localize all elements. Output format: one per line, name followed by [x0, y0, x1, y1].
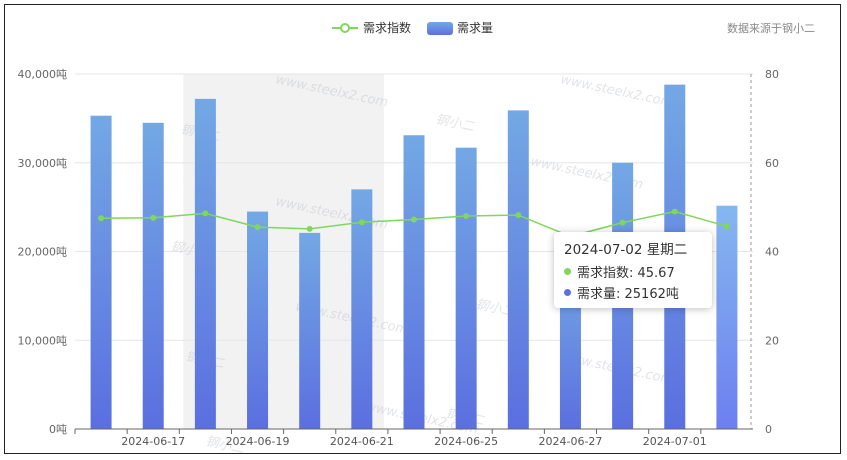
tooltip-row-bar: 需求量: 25162吨	[564, 283, 702, 302]
line-point[interactable]	[515, 212, 522, 219]
line-point[interactable]	[671, 208, 678, 215]
bar-demand-volume[interactable]	[90, 115, 112, 430]
bar-demand-volume[interactable]	[455, 147, 477, 429]
source-note: 数据来源于钢小二	[727, 21, 815, 35]
line-point[interactable]	[306, 225, 313, 232]
bar-demand-volume[interactable]	[716, 205, 738, 429]
left-tick-label: 10,000吨	[18, 334, 68, 347]
right-tick-label: 40	[765, 246, 779, 259]
left-tick-label: 20,000吨	[18, 246, 68, 259]
bar-demand-volume[interactable]	[351, 189, 373, 429]
legend-item-bar[interactable]: 需求量	[427, 21, 493, 35]
line-point[interactable]	[723, 223, 730, 230]
plot-area: 0吨 10,000吨 20,000吨 30,000吨 40,000吨 0 20 40 60 80 w…	[18, 68, 780, 455]
right-tick-label: 0	[765, 423, 772, 436]
tooltip-row-line: 需求指数: 45.67	[564, 262, 702, 281]
bar-demand-volume[interactable]	[403, 135, 425, 430]
line-point[interactable]	[358, 219, 365, 226]
watermark-cn: 钢小二	[434, 112, 476, 135]
legend-item-line[interactable]: 需求指数	[332, 20, 411, 35]
x-tick-label: 2024-06-27	[538, 435, 602, 448]
tooltip-line-value: 需求指数: 45.67	[577, 266, 675, 281]
right-tick-label: 80	[765, 68, 779, 81]
line-point[interactable]	[411, 216, 417, 223]
left-tick-label: 0吨	[49, 423, 67, 436]
legend-label-line: 需求指数	[363, 20, 411, 35]
x-tick-label: 2024-06-21	[330, 435, 394, 448]
watermark: www.steelx2.com	[559, 72, 674, 110]
tooltip-title: 2024-07-02 星期二	[564, 242, 688, 258]
tooltip-line-dot	[564, 268, 571, 275]
x-tick-label: 2024-06-25	[434, 435, 498, 448]
right-tick-label: 20	[765, 334, 779, 347]
bar-demand-volume[interactable]	[299, 232, 321, 429]
bar-demand-volume[interactable]	[247, 211, 269, 429]
x-tick-label: 2024-06-17	[121, 435, 185, 448]
left-tick-label: 40,000吨	[18, 68, 68, 81]
tooltip-bar-dot	[564, 289, 571, 296]
line-point[interactable]	[150, 214, 157, 221]
x-tick-label: 2024-06-19	[226, 435, 290, 448]
bar-demand-volume[interactable]	[194, 98, 216, 429]
tooltip: 2024-07-02 星期二 需求指数: 45.67 需求量: 25162吨	[554, 232, 712, 308]
chart-frame: 需求指数 需求量 数据来源于钢小二 0吨 10,000吨 20,000吨 30,000…	[4, 4, 841, 455]
line-point[interactable]	[254, 224, 261, 231]
line-point[interactable]	[619, 219, 626, 226]
line-point[interactable]	[202, 210, 209, 217]
line-point[interactable]	[98, 215, 105, 222]
bar-demand-volume[interactable]	[507, 110, 529, 429]
right-tick-label: 60	[765, 157, 779, 170]
left-tick-label: 30,000吨	[18, 157, 68, 170]
legend-label-bar: 需求量	[457, 21, 493, 35]
bar-demand-volume[interactable]	[142, 122, 164, 429]
tooltip-bar-value: 需求量: 25162吨	[577, 287, 679, 302]
legend[interactable]: 需求指数 需求量	[332, 20, 493, 35]
chart-svg: 需求指数 需求量 数据来源于钢小二 0吨 10,000吨 20,000吨 30,000…	[18, 20, 816, 455]
line-point[interactable]	[463, 213, 470, 219]
x-tick-label: 2024-07-01	[643, 435, 707, 448]
watermark-cn: 钢小二	[204, 434, 246, 455]
